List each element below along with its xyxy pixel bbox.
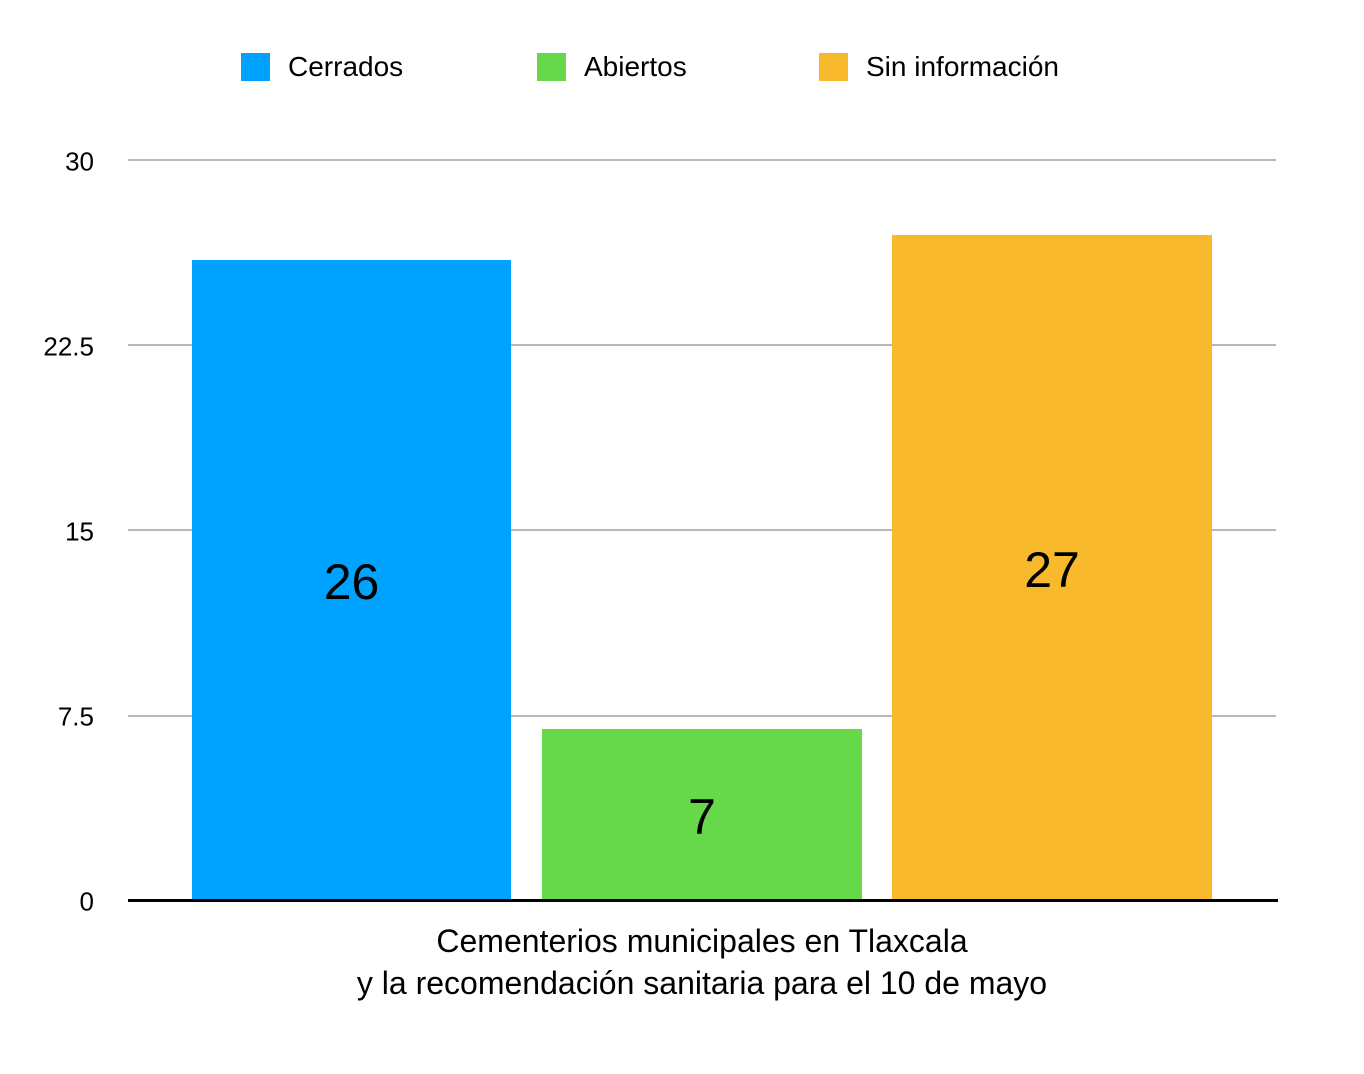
legend-label: Abiertos: [584, 51, 687, 82]
bar-value-label: 7: [688, 789, 716, 845]
bar-value-label: 26: [323, 554, 380, 610]
gridline: [128, 159, 1276, 161]
gridline: [128, 344, 1276, 346]
gridline: [128, 715, 1276, 717]
bar-abiertos: 7: [542, 729, 862, 900]
y-tick-label: 30: [65, 146, 94, 177]
y-tick-label: 22.5: [43, 331, 94, 362]
x-axis-label: Cementerios municipales en Tlaxcala y la…: [200, 920, 1204, 1004]
gridline: [128, 529, 1276, 531]
bar-sin-informacion: 27: [892, 235, 1212, 900]
legend-label: Sin información: [866, 51, 1059, 82]
legend-item-cerrados: Cerrados: [241, 51, 404, 82]
x-axis-label-line: Cementerios municipales en Tlaxcala: [436, 923, 968, 959]
x-axis-line: [128, 899, 1278, 902]
bar-value-label: 27: [1024, 542, 1080, 598]
x-axis-label-line: y la recomendación sanitaria para el 10 …: [356, 965, 1048, 1001]
legend-label: Cerrados: [288, 51, 404, 82]
legend-swatch-sin-informacion: [819, 53, 848, 81]
legend-item-abiertos: Abiertos: [537, 51, 687, 82]
y-tick-label: 0: [79, 886, 94, 917]
y-tick-label: 7.5: [57, 701, 94, 732]
bar-cerrados: 26: [192, 260, 511, 900]
y-tick-label: 15: [65, 516, 94, 547]
legend-item-sin-informacion: Sin información: [819, 51, 1059, 82]
legend-swatch-abiertos: [537, 53, 566, 81]
legend-swatch-cerrados: [241, 53, 270, 81]
